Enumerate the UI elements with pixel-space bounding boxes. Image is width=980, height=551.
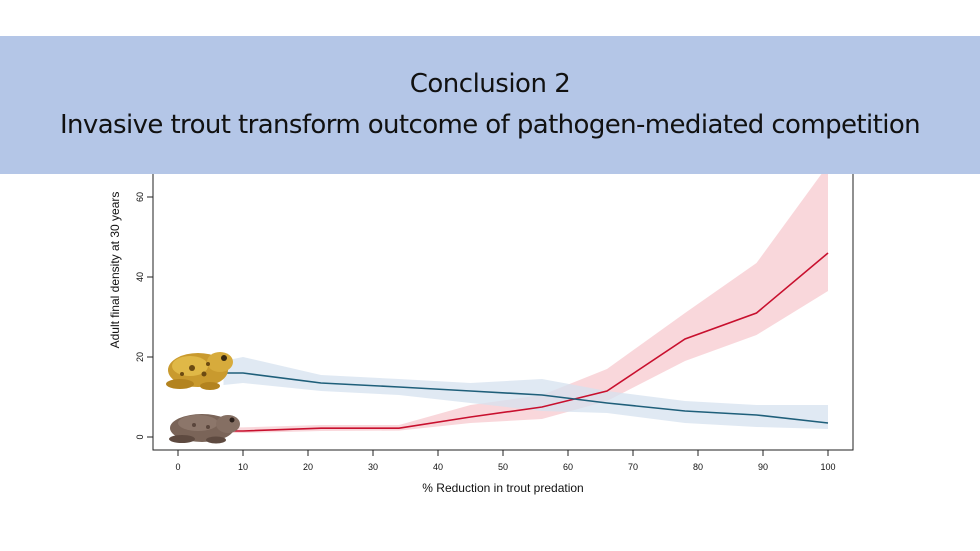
- y-tick-label: 60: [135, 192, 145, 202]
- y-axis-title: Adult final density at 30 years: [108, 192, 122, 349]
- x-tick-label: 10: [238, 462, 248, 472]
- confidence-bands: [223, 165, 828, 433]
- x-tick-label: 80: [693, 462, 703, 472]
- x-tick-label: 60: [563, 462, 573, 472]
- y-tick-label: 20: [135, 352, 145, 362]
- confidence-band-1: [223, 357, 828, 429]
- slide-subtitle: Invasive trout transform outcome of path…: [59, 110, 921, 140]
- slide-title: Conclusion 2: [409, 69, 571, 99]
- brown-frog-icon: [169, 414, 240, 444]
- x-axis-title: % Reduction in trout predation: [422, 481, 583, 495]
- series-line-0: [223, 252, 829, 432]
- x-tick-label: 50: [498, 462, 508, 472]
- y-axis: 0 20 40 60: [135, 192, 153, 440]
- x-tick-label: 40: [433, 462, 443, 472]
- yellow-toad-icon: [166, 352, 233, 390]
- y-tick-label: 40: [135, 272, 145, 282]
- y-tick-label: 0: [135, 434, 145, 439]
- series-lines: [223, 252, 829, 432]
- confidence-band-0: [223, 165, 828, 433]
- x-tick-label: 90: [758, 462, 768, 472]
- x-tick-label: 100: [820, 462, 835, 472]
- x-axis: 0 10 20 30 40 50 60 70 80 90 100: [175, 450, 836, 472]
- x-tick-label: 0: [175, 462, 180, 472]
- series-line-1: [223, 372, 829, 424]
- title-banner: Conclusion 2 Invasive trout transform ou…: [0, 36, 980, 174]
- x-tick-label: 20: [303, 462, 313, 472]
- x-tick-label: 30: [368, 462, 378, 472]
- x-tick-label: 70: [628, 462, 638, 472]
